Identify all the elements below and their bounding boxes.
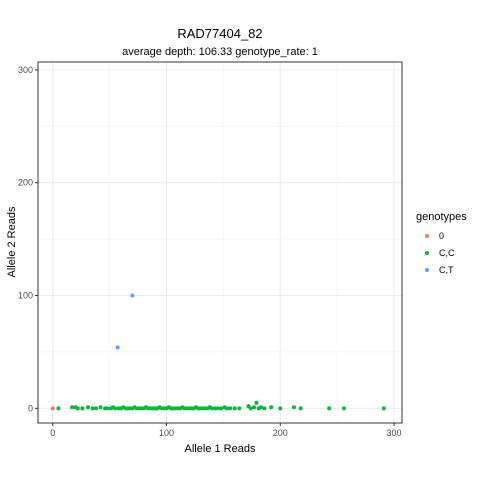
x-axis-title: Allele 1 Reads — [185, 443, 256, 455]
data-point-c-c — [298, 406, 303, 411]
legend-label-c-t: C,T — [439, 265, 454, 275]
y-axis-title: Allele 2 Reads — [6, 206, 18, 277]
data-point-c-c — [56, 406, 61, 411]
data-point-c-c — [105, 406, 110, 411]
data-point-c-c — [210, 406, 215, 411]
data-point-c-c — [258, 405, 263, 410]
legend-label-c-c: C,C — [439, 248, 455, 258]
legend-label-0: 0 — [439, 231, 444, 241]
legend-title: genotypes — [416, 211, 467, 223]
data-point-c-c — [224, 406, 229, 411]
y-tick-label: 200 — [18, 178, 33, 188]
data-point-c-c — [219, 406, 224, 411]
data-point-c-c — [113, 406, 118, 411]
data-point-c-c — [254, 400, 259, 405]
data-point-c-c — [237, 406, 242, 411]
data-point-c-t — [115, 345, 120, 350]
y-tick-label: 0 — [28, 403, 33, 413]
data-point-c-c — [70, 405, 75, 410]
data-point-c-c — [215, 406, 220, 411]
legend-key-c-t — [425, 268, 429, 272]
data-point-c-c — [381, 406, 386, 411]
legend-key-0 — [425, 234, 429, 238]
data-point-c-c — [86, 405, 91, 410]
data-point-c-c — [252, 405, 257, 410]
x-tick-label: 300 — [387, 428, 402, 438]
x-tick-label: 0 — [50, 428, 55, 438]
data-point-c-c — [90, 406, 95, 411]
data-point-0 — [50, 406, 55, 411]
chart-title: RAD77404_82 — [177, 26, 262, 41]
y-tick-label: 100 — [18, 291, 33, 301]
plot-panel-border — [37, 61, 403, 424]
x-tick-label: 200 — [273, 428, 288, 438]
data-points — [50, 293, 386, 411]
data-point-c-c — [278, 406, 283, 411]
legend-key-c-c — [425, 251, 429, 255]
y-tick-label: 300 — [18, 65, 33, 75]
chart-subtitle: average depth: 106.33 genotype_rate: 1 — [122, 46, 318, 58]
data-point-c-c — [262, 406, 267, 411]
data-point-c-c — [98, 405, 103, 410]
data-point-c-c — [327, 406, 332, 411]
data-point-c-c — [75, 406, 80, 411]
data-point-c-c — [232, 406, 237, 411]
data-point-c-t — [130, 293, 135, 298]
data-point-c-c — [291, 405, 296, 410]
data-point-c-c — [269, 405, 274, 410]
data-point-c-c — [228, 406, 233, 411]
legend: genotypes 0 C,C C,T — [416, 211, 467, 275]
x-tick-label: 100 — [159, 428, 174, 438]
data-point-c-c — [341, 406, 346, 411]
data-point-c-c — [94, 406, 99, 411]
data-point-c-c — [248, 406, 253, 411]
data-point-c-c — [80, 406, 85, 411]
